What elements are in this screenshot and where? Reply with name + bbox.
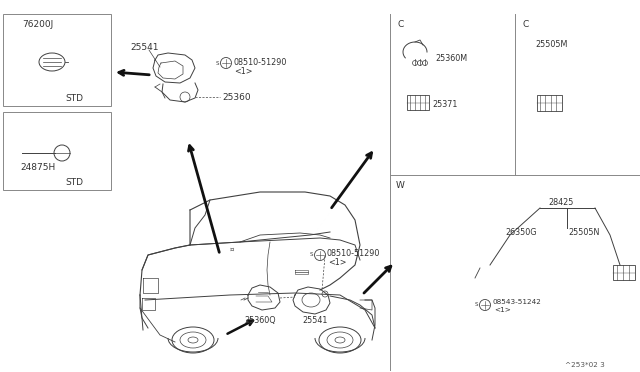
Text: S: S xyxy=(475,302,478,308)
Bar xyxy=(3,112,111,190)
Text: 25371: 25371 xyxy=(432,100,458,109)
Bar xyxy=(537,95,562,111)
Text: 25541: 25541 xyxy=(302,316,328,325)
Text: 76200J: 76200J xyxy=(22,20,53,29)
Text: 25505M: 25505M xyxy=(535,40,568,49)
Text: S: S xyxy=(216,61,220,65)
Text: 25360Q: 25360Q xyxy=(244,316,276,325)
Text: 25541: 25541 xyxy=(130,43,159,52)
Text: 24875H: 24875H xyxy=(20,163,55,172)
Text: 08543-51242: 08543-51242 xyxy=(493,299,542,305)
Text: 28425: 28425 xyxy=(548,198,573,207)
Text: 25360: 25360 xyxy=(222,93,251,102)
Text: STD: STD xyxy=(65,94,83,103)
Text: 08510-51290: 08510-51290 xyxy=(327,249,380,258)
Text: ¤: ¤ xyxy=(230,247,234,253)
Text: 25505N: 25505N xyxy=(568,228,600,237)
Text: STD: STD xyxy=(65,178,83,187)
Text: C: C xyxy=(523,20,529,29)
Text: 25360M: 25360M xyxy=(435,54,467,63)
Bar xyxy=(407,95,429,110)
Text: ^253*02 3: ^253*02 3 xyxy=(565,362,605,368)
Text: 26350G: 26350G xyxy=(505,228,536,237)
Text: W: W xyxy=(396,181,405,190)
Bar xyxy=(3,14,111,106)
Text: <1>: <1> xyxy=(328,258,346,267)
Text: S: S xyxy=(310,253,314,257)
Text: C: C xyxy=(398,20,404,29)
Text: <1>: <1> xyxy=(234,67,253,76)
Text: <1>: <1> xyxy=(494,307,511,313)
Bar xyxy=(613,265,635,280)
Text: 08510-51290: 08510-51290 xyxy=(233,58,286,67)
